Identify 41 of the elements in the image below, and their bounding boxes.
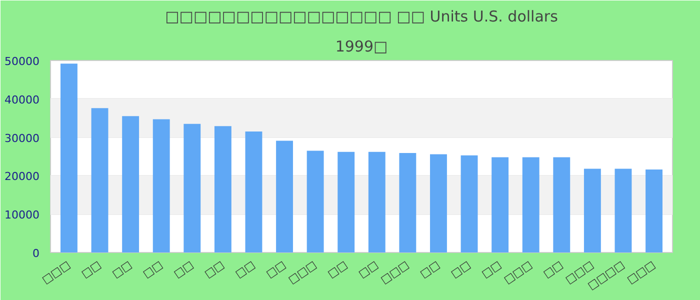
bar <box>522 157 540 252</box>
x-tick-label: □□ <box>479 258 504 281</box>
bar <box>91 108 108 252</box>
y-tick-label: 30000 <box>4 132 40 145</box>
x-tick-label: □□ <box>540 258 566 281</box>
y-tick-label: 50000 <box>4 55 40 68</box>
bar <box>584 168 601 252</box>
x-tick-label: □□ <box>448 258 473 281</box>
bar <box>152 119 170 252</box>
x-tick-label: □□ <box>264 258 288 281</box>
y-tick-label: 40000 <box>4 93 40 106</box>
bar <box>430 154 447 252</box>
bar <box>614 168 632 252</box>
chart-title: □□□□□□□□□□□□□□□□ □□ Units U.S. dollars <box>165 8 558 26</box>
bar <box>214 126 232 252</box>
bar <box>306 150 324 252</box>
bar <box>460 155 478 252</box>
bar <box>492 157 509 252</box>
y-tick-label: 0 <box>32 247 40 260</box>
bar <box>646 170 662 252</box>
y-tick-label: 10000 <box>4 208 40 222</box>
x-tick-label: □□ <box>418 258 442 281</box>
x-tick-label: □□ <box>140 258 166 281</box>
x-tick-label: □□ <box>325 258 350 281</box>
x-tick-label: □□ <box>356 258 381 281</box>
x-tick-label: □□ <box>110 258 134 281</box>
x-tick-label: □□ <box>232 258 258 281</box>
x-tick-label: □□ <box>78 258 104 281</box>
bar <box>399 153 416 252</box>
bar <box>276 140 293 252</box>
bar <box>368 152 386 252</box>
bar <box>245 132 262 252</box>
chart-subtitle: 1999□ <box>335 38 388 56</box>
y-tick-label: 20000 <box>4 170 40 184</box>
bar <box>553 157 570 252</box>
bar <box>184 124 201 252</box>
x-tick-label: □□ <box>171 258 196 281</box>
x-tick-label: □□ <box>202 258 227 281</box>
bar <box>122 116 140 252</box>
bar <box>60 64 78 252</box>
bar <box>338 152 355 252</box>
